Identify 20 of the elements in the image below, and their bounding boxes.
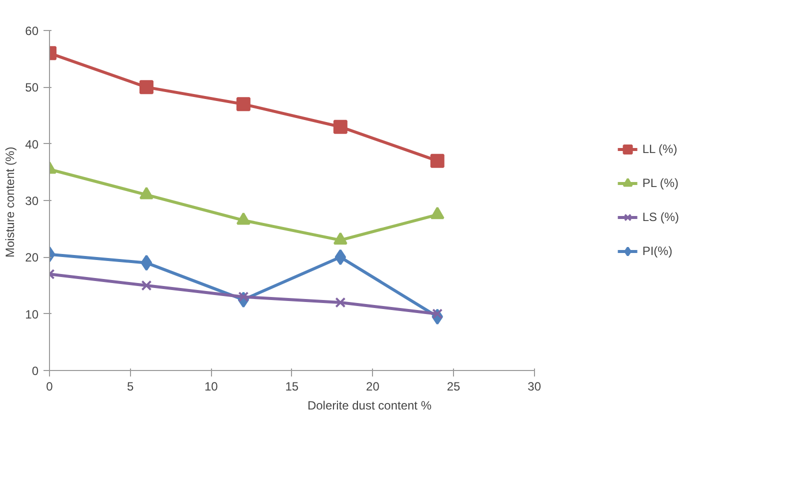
legend-label: LS (%) bbox=[642, 210, 679, 224]
y-tick-label: 40 bbox=[25, 137, 39, 152]
legend-label: LL (%) bbox=[642, 142, 678, 156]
x-tick-label: 15 bbox=[285, 380, 299, 394]
y-axis-title: Moisture content (%) bbox=[3, 146, 18, 258]
x-tick-label: 0 bbox=[46, 380, 54, 394]
x-tick-label: 30 bbox=[528, 380, 542, 394]
x-axis-title: Dolerite dust content % bbox=[307, 398, 432, 412]
x-tick-label: 10 bbox=[204, 380, 218, 394]
y-tick-label: 0 bbox=[32, 364, 39, 378]
y-tick-label: 60 bbox=[25, 24, 39, 38]
y-tick-label: 30 bbox=[25, 194, 39, 208]
y-tick-label: 10 bbox=[25, 307, 39, 322]
x-tick-label: 20 bbox=[366, 380, 380, 394]
x-tick-label: 25 bbox=[446, 380, 461, 394]
y-tick-label: 20 bbox=[25, 250, 39, 265]
x-tick-label: 5 bbox=[126, 380, 134, 394]
legend-label: PI(%) bbox=[642, 244, 672, 258]
y-tick-label: 50 bbox=[25, 80, 39, 95]
legend-label: PL (%) bbox=[642, 176, 679, 190]
